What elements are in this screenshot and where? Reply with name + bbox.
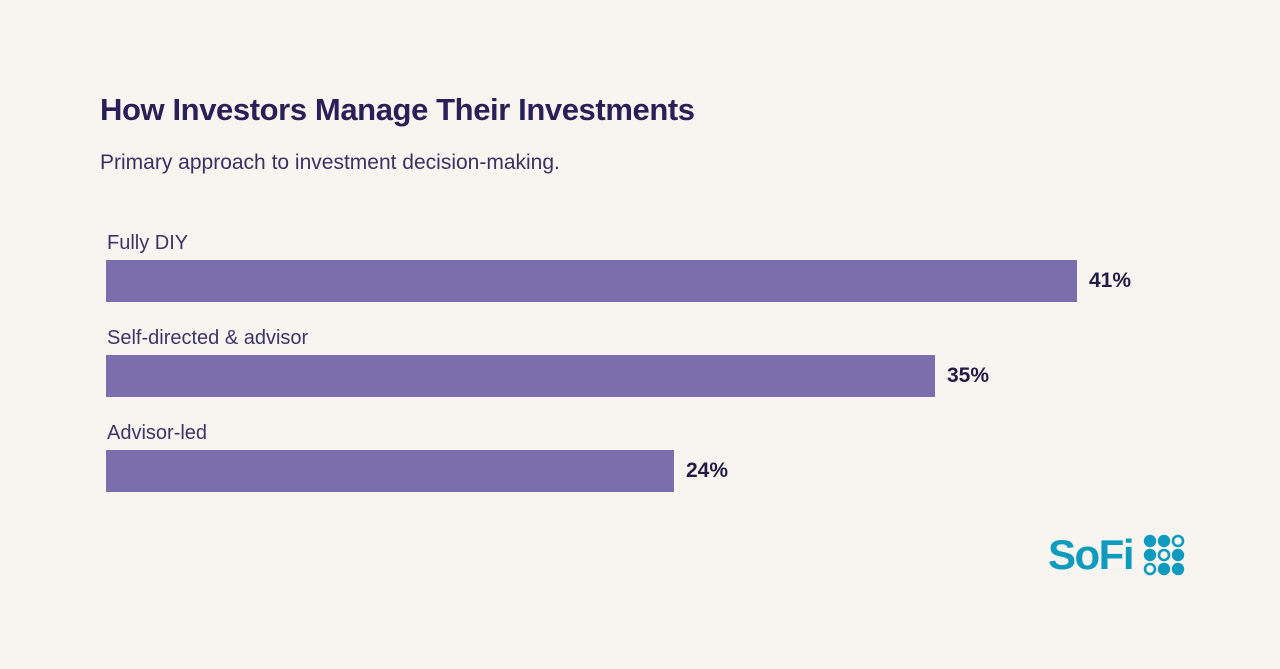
sofi-dots-logo-icon [1142, 532, 1186, 578]
bar-value-label: 24% [686, 459, 729, 482]
page-title: How Investors Manage Their Investments [100, 92, 695, 127]
bar-row-advisor-led: Advisor-led 24% [106, 421, 1176, 492]
bar-value-label: 41% [1089, 269, 1132, 292]
bar-line: 41% [106, 260, 1176, 302]
bar-label: Fully DIY [107, 232, 189, 254]
bar-chart: Fully DIY 41% Self-directed & advisor 35… [106, 231, 1176, 516]
bar-label: Self-directed & advisor [107, 327, 309, 349]
bar-fully-diy [106, 260, 1077, 302]
page-subtitle: Primary approach to investment decision-… [100, 151, 560, 174]
bar-label: Advisor-led [107, 422, 208, 444]
bar-row-fully-diy: Fully DIY 41% [106, 231, 1176, 302]
bar-advisor-led [106, 450, 674, 492]
bar-value-label: 35% [947, 364, 990, 387]
bar-self-directed-advisor [106, 355, 935, 397]
bar-line: 35% [106, 355, 1176, 397]
sofi-logo-wordmark: SoFi [1048, 531, 1135, 578]
bar-line: 24% [106, 450, 1176, 492]
bar-row-self-directed-advisor: Self-directed & advisor 35% [106, 326, 1176, 397]
sofi-logo: SoFi [1048, 532, 1186, 578]
trademark-symbol: ® [1178, 570, 1184, 577]
